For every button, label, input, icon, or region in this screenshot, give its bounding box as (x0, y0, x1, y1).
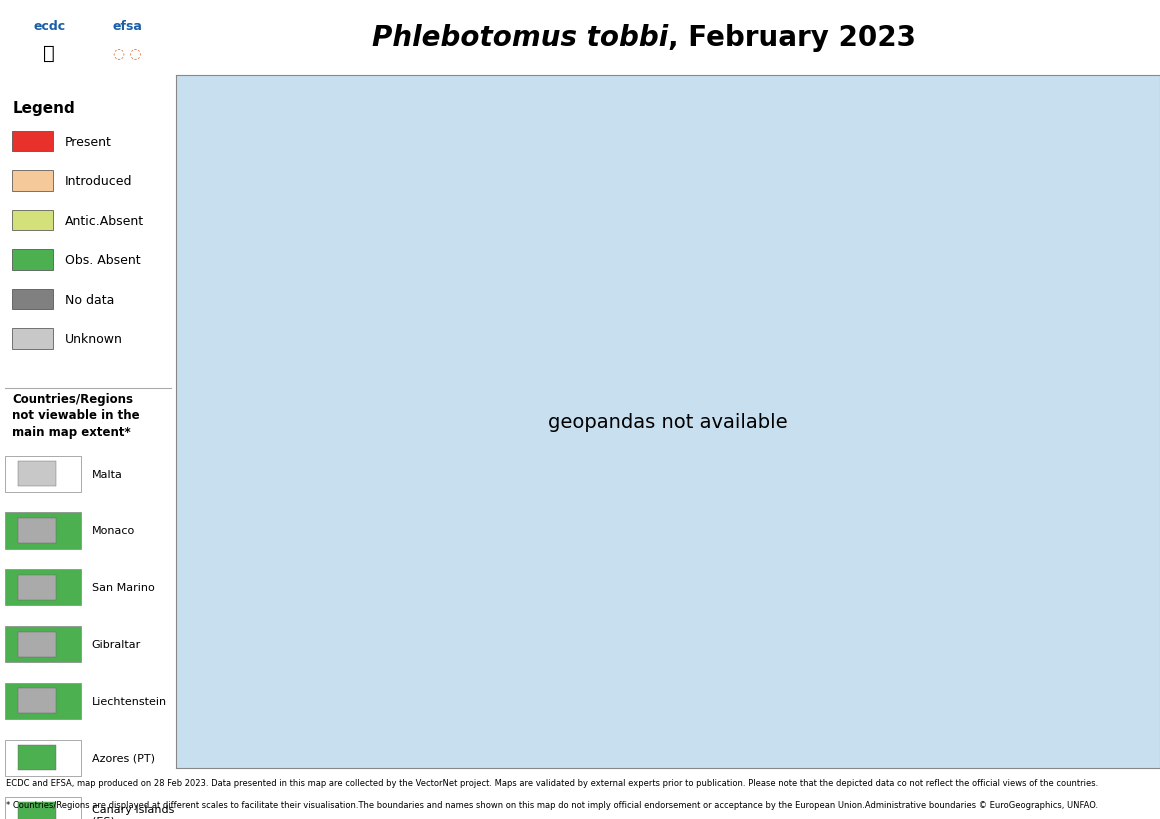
Text: Azores (PT): Azores (PT) (92, 753, 154, 762)
FancyBboxPatch shape (13, 250, 53, 270)
FancyBboxPatch shape (6, 740, 81, 776)
Text: * Countries/Regions are displayed at different scales to facilitate their visual: * Countries/Regions are displayed at dif… (6, 799, 1097, 808)
Text: ecdc: ecdc (34, 20, 65, 33)
Text: Antic.Absent: Antic.Absent (65, 215, 144, 228)
FancyBboxPatch shape (6, 683, 81, 719)
FancyBboxPatch shape (13, 132, 53, 152)
Text: Unknown: Unknown (65, 333, 123, 346)
FancyBboxPatch shape (17, 689, 56, 713)
Text: , February 2023: , February 2023 (668, 24, 916, 52)
Text: ◌ ◌: ◌ ◌ (113, 47, 142, 61)
FancyBboxPatch shape (6, 513, 81, 549)
Text: ECDC and EFSA, map produced on 28 Feb 2023. Data presented in this map are colle: ECDC and EFSA, map produced on 28 Feb 20… (6, 778, 1099, 787)
FancyBboxPatch shape (6, 627, 81, 663)
Text: Phlebotomus tobbi: Phlebotomus tobbi (372, 24, 668, 52)
FancyBboxPatch shape (17, 462, 56, 486)
Text: Present: Present (65, 135, 113, 148)
Text: Malta: Malta (92, 469, 123, 479)
Text: Monaco: Monaco (92, 526, 135, 536)
Text: Liechtenstein: Liechtenstein (92, 696, 167, 706)
FancyBboxPatch shape (13, 210, 53, 231)
FancyBboxPatch shape (17, 575, 56, 600)
Text: efsa: efsa (113, 20, 142, 33)
Text: Gibraltar: Gibraltar (92, 640, 140, 649)
FancyBboxPatch shape (6, 456, 81, 492)
Text: No data: No data (65, 293, 115, 306)
FancyBboxPatch shape (13, 328, 53, 350)
FancyBboxPatch shape (6, 797, 81, 819)
FancyBboxPatch shape (17, 632, 56, 657)
FancyBboxPatch shape (13, 289, 53, 310)
Text: Countries/Regions
not viewable in the
main map extent*: Countries/Regions not viewable in the ma… (13, 392, 140, 438)
FancyBboxPatch shape (17, 802, 56, 819)
Text: San Marino: San Marino (92, 582, 154, 593)
Text: geopandas not available: geopandas not available (549, 413, 788, 432)
FancyBboxPatch shape (6, 569, 81, 605)
FancyBboxPatch shape (13, 171, 53, 192)
Text: Obs. Absent: Obs. Absent (65, 254, 140, 267)
Text: Introduced: Introduced (65, 175, 132, 188)
Text: Canary Islands
(ES): Canary Islands (ES) (92, 803, 174, 819)
FancyBboxPatch shape (17, 745, 56, 771)
FancyBboxPatch shape (17, 518, 56, 543)
Text: 🌐: 🌐 (43, 44, 56, 63)
Text: Legend: Legend (13, 101, 75, 115)
